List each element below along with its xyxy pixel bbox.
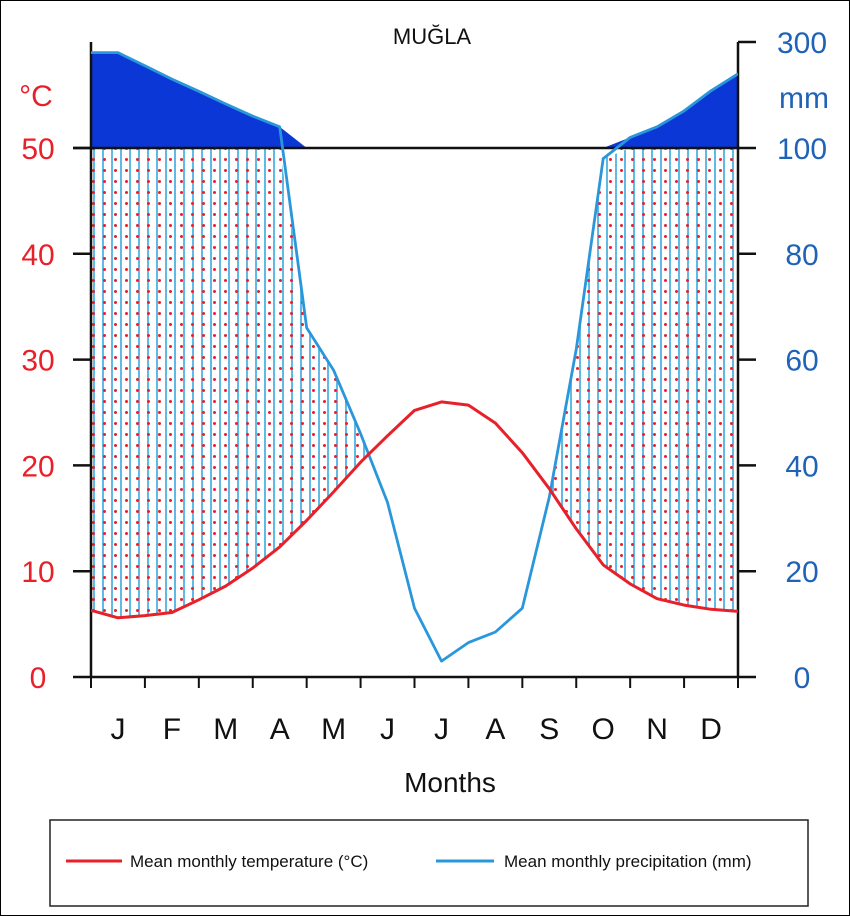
left-tick-label: 20 — [21, 450, 54, 483]
month-label: A — [485, 713, 505, 746]
right-tick-label: 100 — [777, 133, 827, 166]
month-label: J — [110, 713, 125, 746]
perhumid-surplus-area — [91, 52, 738, 148]
left-tick-label: 10 — [21, 556, 54, 589]
month-label: F — [163, 713, 181, 746]
month-label: S — [539, 713, 559, 746]
month-label: O — [592, 713, 615, 746]
month-label: M — [321, 713, 346, 746]
right-tick-label: 0 — [794, 662, 811, 695]
temperature-baseline-mask — [91, 401, 738, 677]
month-label: M — [213, 713, 238, 746]
right-tick-label: 60 — [785, 345, 818, 378]
legend-label-precipitation: Mean monthly precipitation (mm) — [504, 852, 752, 871]
legend-box — [49, 819, 809, 907]
month-label: A — [270, 713, 290, 746]
left-tick-label: 50 — [21, 133, 54, 166]
left-tick-label: 30 — [21, 345, 54, 378]
left-tick-label: 0 — [30, 662, 47, 695]
right-axis-unit: mm — [779, 82, 829, 115]
temperature-line — [91, 400, 738, 620]
legend: Mean monthly temperature (°C) Mean month… — [49, 819, 809, 907]
month-label: N — [646, 713, 668, 746]
x-axis-label: Months — [404, 767, 496, 798]
precipitation-line — [91, 51, 738, 663]
arid-period-area — [91, 52, 738, 662]
right-tick-label: 40 — [785, 450, 818, 483]
month-label: J — [380, 713, 395, 746]
chart-title: MUĞLA — [393, 24, 472, 49]
legend-label-temperature: Mean monthly temperature (°C) — [130, 852, 368, 871]
right-tick-label: 80 — [785, 239, 818, 272]
month-label: D — [700, 713, 722, 746]
left-tick-label: 40 — [21, 239, 54, 272]
left-axis-unit: °C — [19, 80, 53, 113]
month-label: J — [434, 713, 449, 746]
right-tick-label: 20 — [785, 556, 818, 589]
right-tick-label: 300 — [777, 27, 827, 60]
